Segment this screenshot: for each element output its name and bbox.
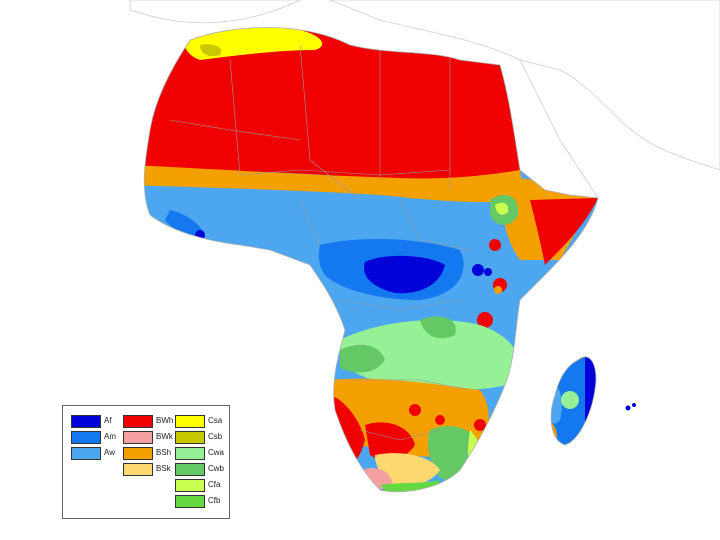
legend-swatch-bwk xyxy=(123,431,153,444)
mauritius-island xyxy=(632,403,636,407)
legend-label-cfb: Cfb xyxy=(208,496,221,505)
legend-label-bwk: BWk xyxy=(156,432,173,441)
comoros-island xyxy=(625,405,631,411)
legend-label-af: Af xyxy=(104,416,112,425)
legend-label-am: Am xyxy=(104,432,116,441)
legend-swatch-csb xyxy=(175,431,205,444)
legend-swatch-cwb xyxy=(175,463,205,476)
legend-swatch-cfb xyxy=(175,495,205,508)
legend-label-bwh: BWh xyxy=(156,416,174,425)
legend-label-csb: Csb xyxy=(208,432,223,441)
legend-label-bsk: BSk xyxy=(156,464,171,473)
legend-label-cfa: Cfa xyxy=(208,480,221,489)
legend-swatch-bsk xyxy=(123,463,153,476)
legend-label-csa: Csa xyxy=(208,416,223,425)
country-borders xyxy=(169,44,471,441)
surrounding-land xyxy=(129,0,720,199)
legend-swatch-af xyxy=(71,415,101,428)
legend-swatch-csa xyxy=(175,415,205,428)
climate-legend: Af Am Aw BWh BWk BSh BSk Cs xyxy=(62,405,230,519)
legend-label-aw: Aw xyxy=(104,448,115,457)
africa-outline xyxy=(143,27,599,493)
legend-label-bsh: BSh xyxy=(156,448,172,457)
legend-swatch-cwa xyxy=(175,447,205,460)
legend-swatch-am xyxy=(71,431,101,444)
legend-swatch-bwh xyxy=(123,415,153,428)
legend-label-cwb: Cwb xyxy=(208,464,225,473)
madagascar xyxy=(551,356,596,445)
legend-swatch-cfa xyxy=(175,479,205,492)
legend-swatch-aw xyxy=(71,447,101,460)
legend-swatch-bsh xyxy=(123,447,153,460)
madagascar-outline xyxy=(550,356,597,446)
legend-label-cwa: Cwa xyxy=(208,448,225,457)
